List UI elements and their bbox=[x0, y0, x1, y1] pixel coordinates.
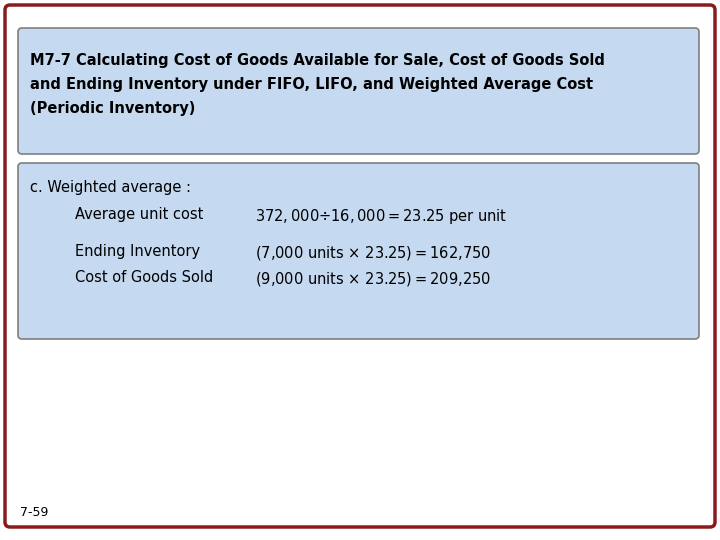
Text: M7-7 Calculating Cost of Goods Available for Sale, Cost of Goods Sold: M7-7 Calculating Cost of Goods Available… bbox=[30, 53, 605, 68]
Text: c. Weighted average :: c. Weighted average : bbox=[30, 180, 191, 195]
Text: Ending Inventory: Ending Inventory bbox=[75, 244, 200, 259]
FancyBboxPatch shape bbox=[18, 163, 699, 339]
Text: (7,000 units × $23.25)  =  $162,750: (7,000 units × $23.25) = $162,750 bbox=[255, 244, 491, 262]
Text: (9,000 units × $23.25)  =  $209,250: (9,000 units × $23.25) = $209,250 bbox=[255, 270, 491, 288]
Text: 7-59: 7-59 bbox=[20, 505, 48, 518]
Text: (Periodic Inventory): (Periodic Inventory) bbox=[30, 101, 195, 116]
Text: and Ending Inventory under FIFO, LIFO, and Weighted Average Cost: and Ending Inventory under FIFO, LIFO, a… bbox=[30, 77, 593, 92]
Text: Average unit cost: Average unit cost bbox=[75, 207, 203, 222]
Text: Cost of Goods Sold: Cost of Goods Sold bbox=[75, 270, 213, 285]
FancyBboxPatch shape bbox=[5, 5, 715, 527]
FancyBboxPatch shape bbox=[18, 28, 699, 154]
Text: $372,000 ÷ 16,000  =  $23.25 per unit: $372,000 ÷ 16,000 = $23.25 per unit bbox=[255, 207, 508, 226]
